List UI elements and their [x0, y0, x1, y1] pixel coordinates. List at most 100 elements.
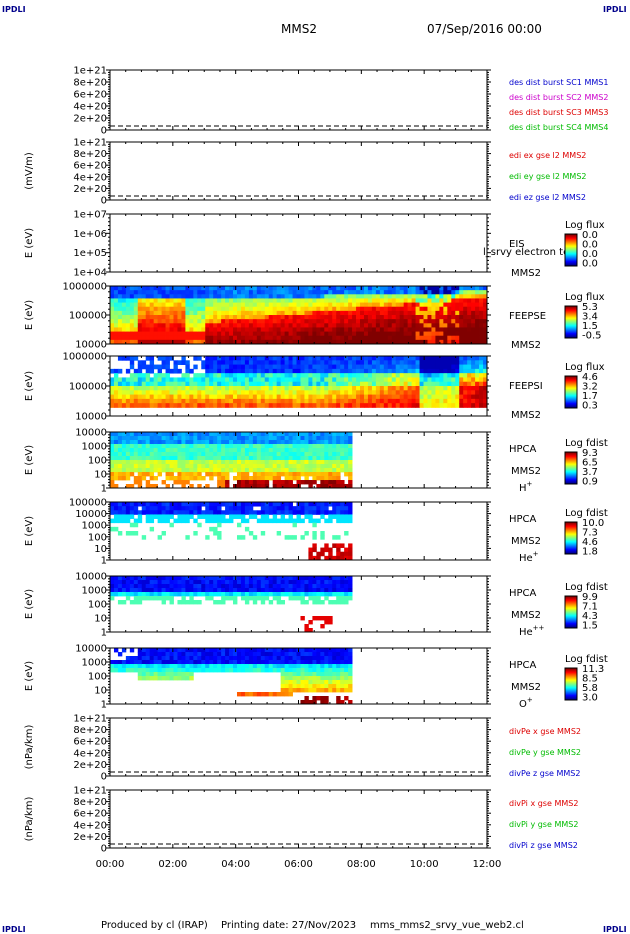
colorbar-step: [565, 478, 577, 480]
heatmap-cell: [276, 510, 282, 515]
heatmap-cell: [367, 377, 373, 383]
heatmap-cell: [296, 460, 301, 465]
heatmap-cell: [125, 468, 131, 473]
heatmap-cell: [463, 286, 468, 291]
heatmap-cell: [221, 331, 226, 337]
heatmap-cell: [272, 339, 278, 345]
colorbar-step: [565, 331, 577, 333]
heatmap-cell: [113, 403, 119, 408]
heatmap-cell: [332, 381, 337, 387]
heatmap-cell: [217, 600, 222, 605]
heatmap-cell: [260, 356, 266, 361]
heatmap-cell: [113, 286, 119, 291]
heatmap-cell: [240, 460, 246, 465]
heatmap-cell: [205, 306, 210, 312]
heatmap-cell: [316, 600, 321, 605]
heatmap-cell: [379, 356, 385, 361]
heatmap-cell: [236, 398, 242, 404]
heatmap-cell: [113, 327, 119, 332]
heatmap-cell: [352, 368, 357, 374]
heatmap-cell: [260, 310, 266, 316]
heatmap-cell: [197, 398, 202, 404]
heatmap-cell: [447, 335, 452, 341]
heatmap-cell: [308, 373, 313, 378]
heatmap-cell: [332, 390, 337, 395]
heatmap-cell: [284, 364, 289, 370]
heatmap-cell: [407, 315, 412, 320]
heatmap-cell: [455, 327, 460, 332]
heatmap-cell: [312, 306, 317, 312]
heatmap-cell: [153, 286, 159, 291]
heatmap-cell: [316, 306, 321, 312]
heatmap-cell: [133, 440, 139, 445]
colorbar-step: [565, 247, 577, 249]
heatmap-cell: [177, 294, 182, 299]
heatmap-cell: [379, 368, 385, 374]
heatmap-cell: [324, 327, 329, 332]
heatmap-cell: [383, 356, 389, 361]
heatmap-cell: [121, 390, 127, 395]
colorbar-tick-label: 3.7: [582, 467, 598, 478]
heatmap-cell: [296, 377, 301, 383]
heatmap-cell: [324, 444, 329, 449]
heatmap-cell: [197, 502, 202, 507]
heatmap-cell: [221, 335, 226, 341]
colorbar-step: [565, 454, 577, 456]
heatmap-cell: [336, 592, 341, 597]
heatmap-cell: [403, 310, 409, 316]
heatmap-cell: [439, 302, 444, 308]
heatmap-cell: [300, 468, 305, 473]
heatmap-cell: [268, 588, 274, 593]
heatmap-cell: [264, 592, 270, 597]
heatmap-cell: [129, 436, 135, 441]
heatmap-cell: [221, 592, 226, 597]
heatmap-cell: [129, 339, 135, 345]
heatmap-cell: [240, 444, 246, 449]
heatmap-cell: [316, 323, 321, 328]
heatmap-cell: [177, 592, 182, 597]
heatmap-cell: [125, 306, 131, 312]
heatmap-cell: [395, 390, 401, 395]
heatmap-cell: [483, 356, 488, 361]
heatmap-cell: [308, 596, 313, 601]
heatmap-cell: [387, 339, 393, 345]
heatmap-cell: [435, 319, 440, 324]
heatmap-cell: [363, 356, 369, 361]
heatmap-cell: [332, 543, 337, 548]
heatmap-cell: [344, 319, 349, 324]
heatmap-cell: [463, 331, 468, 337]
heatmap-cell: [169, 432, 174, 437]
heatmap-cell: [479, 377, 484, 383]
heatmap-cell: [181, 327, 186, 332]
heatmap-cell: [121, 302, 127, 308]
heatmap-cell: [308, 335, 313, 341]
heatmap-cell: [129, 356, 135, 361]
heatmap-cell: [395, 302, 401, 308]
hpca-he2-heatmap: [110, 576, 353, 633]
heatmap-cell: [288, 394, 293, 400]
heatmap-cell: [240, 364, 246, 370]
heatmap-cell: [304, 464, 309, 469]
heatmap-cell: [233, 588, 238, 593]
heatmap-cell: [145, 377, 151, 383]
heatmap-cell: [193, 398, 198, 404]
heatmap-cell: [371, 364, 377, 370]
heatmap-cell: [240, 588, 246, 593]
heatmap-cell: [197, 432, 202, 437]
heatmap-cell: [328, 620, 333, 625]
heatmap-cell: [197, 600, 202, 605]
heatmap-cell: [181, 502, 186, 507]
heatmap-cell: [360, 302, 365, 308]
heatmap-cell: [169, 390, 174, 395]
y-tick-label: 100: [88, 532, 107, 543]
heatmap-cell: [328, 390, 333, 395]
heatmap-cell: [324, 398, 329, 404]
heatmap-cell: [145, 484, 151, 489]
heatmap-cell: [129, 377, 135, 383]
heatmap-cell: [121, 588, 127, 593]
colorbar-step: [565, 597, 577, 599]
heatmap-cell: [149, 436, 155, 441]
heatmap-cell: [110, 302, 115, 308]
heatmap-cell: [141, 386, 147, 391]
heatmap-cell: [419, 394, 424, 400]
